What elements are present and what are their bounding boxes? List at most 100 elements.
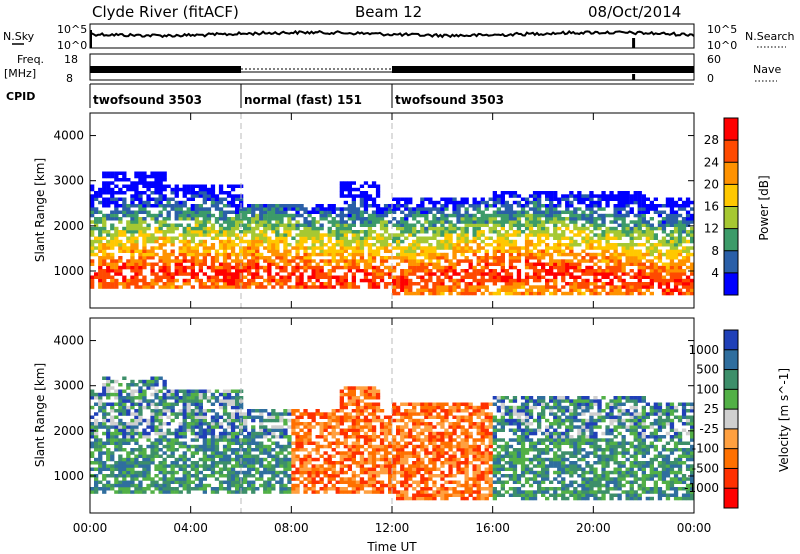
- heatmap-cell: [226, 438, 232, 442]
- heatmap-cell: [649, 259, 654, 263]
- heatmap-cell: [488, 197, 493, 201]
- heatmap-cell: [182, 412, 187, 416]
- heatmap-cell: [198, 457, 203, 462]
- heatmap-cell: [158, 265, 163, 270]
- heatmap-cell: [532, 291, 538, 296]
- heatmap-cell: [532, 269, 538, 273]
- heatmap-cell: [198, 415, 203, 419]
- heatmap-cell: [408, 249, 413, 253]
- heatmap-cell: [557, 265, 562, 270]
- heatmap-cell: [404, 249, 409, 253]
- heatmap-cell: [247, 207, 252, 211]
- heatmap-cell: [323, 243, 328, 247]
- heatmap-cell: [102, 490, 107, 494]
- heatmap-cell: [166, 210, 171, 214]
- heatmap-cell: [520, 252, 526, 257]
- heatmap-cell: [287, 272, 292, 276]
- heatmap-cell: [90, 262, 95, 266]
- heatmap-cell: [343, 265, 348, 270]
- heatmap-cell: [154, 184, 159, 188]
- heatmap-cell: [561, 210, 566, 214]
- heatmap-cell: [206, 213, 212, 218]
- heatmap-cell: [102, 174, 107, 179]
- heatmap-cell: [673, 243, 679, 247]
- heatmap-cell: [565, 265, 570, 270]
- heatmap-cell: [597, 217, 602, 221]
- heatmap-cell: [412, 259, 417, 263]
- heatmap-cell: [440, 256, 445, 260]
- heatmap-cell: [625, 262, 630, 266]
- heatmap-cell: [182, 204, 187, 208]
- heatmap-cell: [645, 246, 650, 250]
- heatmap-cell: [597, 252, 602, 257]
- heatmap-cell: [214, 269, 220, 273]
- heatmap-cell: [166, 441, 171, 445]
- heatmap-cell: [226, 392, 232, 397]
- heatmap-cell: [106, 386, 111, 390]
- heatmap-cell: [138, 269, 143, 273]
- heatmap-cell: [649, 200, 654, 205]
- heatmap-cell: [424, 269, 429, 273]
- heatmap-cell: [605, 256, 610, 260]
- heatmap-cell: [279, 431, 284, 436]
- heatmap-cell: [488, 236, 493, 240]
- heatmap-cell: [263, 457, 268, 462]
- heatmap-cell: [524, 291, 530, 296]
- heatmap-cell: [363, 265, 369, 270]
- heatmap-cell: [613, 256, 618, 260]
- heatmap-cell: [669, 278, 675, 283]
- heatmap-cell: [488, 256, 493, 260]
- heatmap-cell: [283, 474, 288, 478]
- heatmap-cell: [363, 223, 369, 227]
- heatmap-cell: [118, 204, 123, 208]
- heatmap-cell: [617, 291, 622, 296]
- heatmap-cell: [130, 396, 135, 400]
- heatmap-cell: [532, 213, 538, 218]
- heatmap-cell: [130, 230, 135, 234]
- heatmap-cell: [106, 480, 111, 484]
- heatmap-cell: [319, 243, 324, 247]
- heatmap-cell: [190, 187, 195, 192]
- heatmap-cell: [504, 220, 509, 224]
- heatmap-cell: [303, 490, 308, 494]
- heatmap-cell: [452, 197, 457, 201]
- heatmap-cell: [673, 265, 679, 270]
- heatmap-cell: [359, 477, 365, 481]
- heatmap-cell: [291, 441, 296, 445]
- heatmap-cell: [452, 278, 457, 283]
- heatmap-cell: [102, 275, 107, 279]
- heatmap-cell: [291, 457, 296, 462]
- heatmap-cell: [327, 457, 332, 462]
- heatmap-cell: [174, 204, 179, 208]
- heatmap-cell: [500, 249, 505, 253]
- heatmap-cell: [319, 233, 324, 237]
- heatmap-cell: [182, 239, 187, 244]
- heatmap-cell: [327, 246, 332, 250]
- heatmap-cell: [275, 207, 280, 211]
- heatmap-cell: [186, 470, 191, 475]
- heatmap-cell: [677, 275, 683, 279]
- heatmap-cell: [106, 396, 111, 400]
- heatmap-cell: [383, 243, 389, 247]
- cpid-segment-label: twofsound 3503: [93, 93, 202, 107]
- heatmap-cell: [170, 418, 175, 423]
- heatmap-cell: [162, 236, 167, 240]
- heatmap-cell: [375, 236, 381, 240]
- heatmap-cell: [412, 239, 417, 244]
- heatmap-cell: [126, 405, 131, 410]
- heatmap-cell: [404, 217, 409, 221]
- heatmap-cell: [516, 213, 522, 218]
- heatmap-cell: [158, 399, 163, 403]
- heatmap-cell: [158, 178, 163, 182]
- heatmap-cell: [400, 259, 405, 263]
- heatmap-cell: [343, 451, 348, 455]
- heatmap-cell: [138, 464, 143, 468]
- heatmap-cell: [235, 204, 240, 208]
- heatmap-cell: [476, 272, 481, 276]
- heatmap-cell: [255, 477, 260, 481]
- heatmap-cell: [142, 230, 147, 234]
- heatmap-cell: [106, 487, 111, 491]
- heatmap-cell: [222, 282, 228, 286]
- heatmap-cell: [339, 470, 344, 475]
- heatmap-cell: [460, 233, 465, 237]
